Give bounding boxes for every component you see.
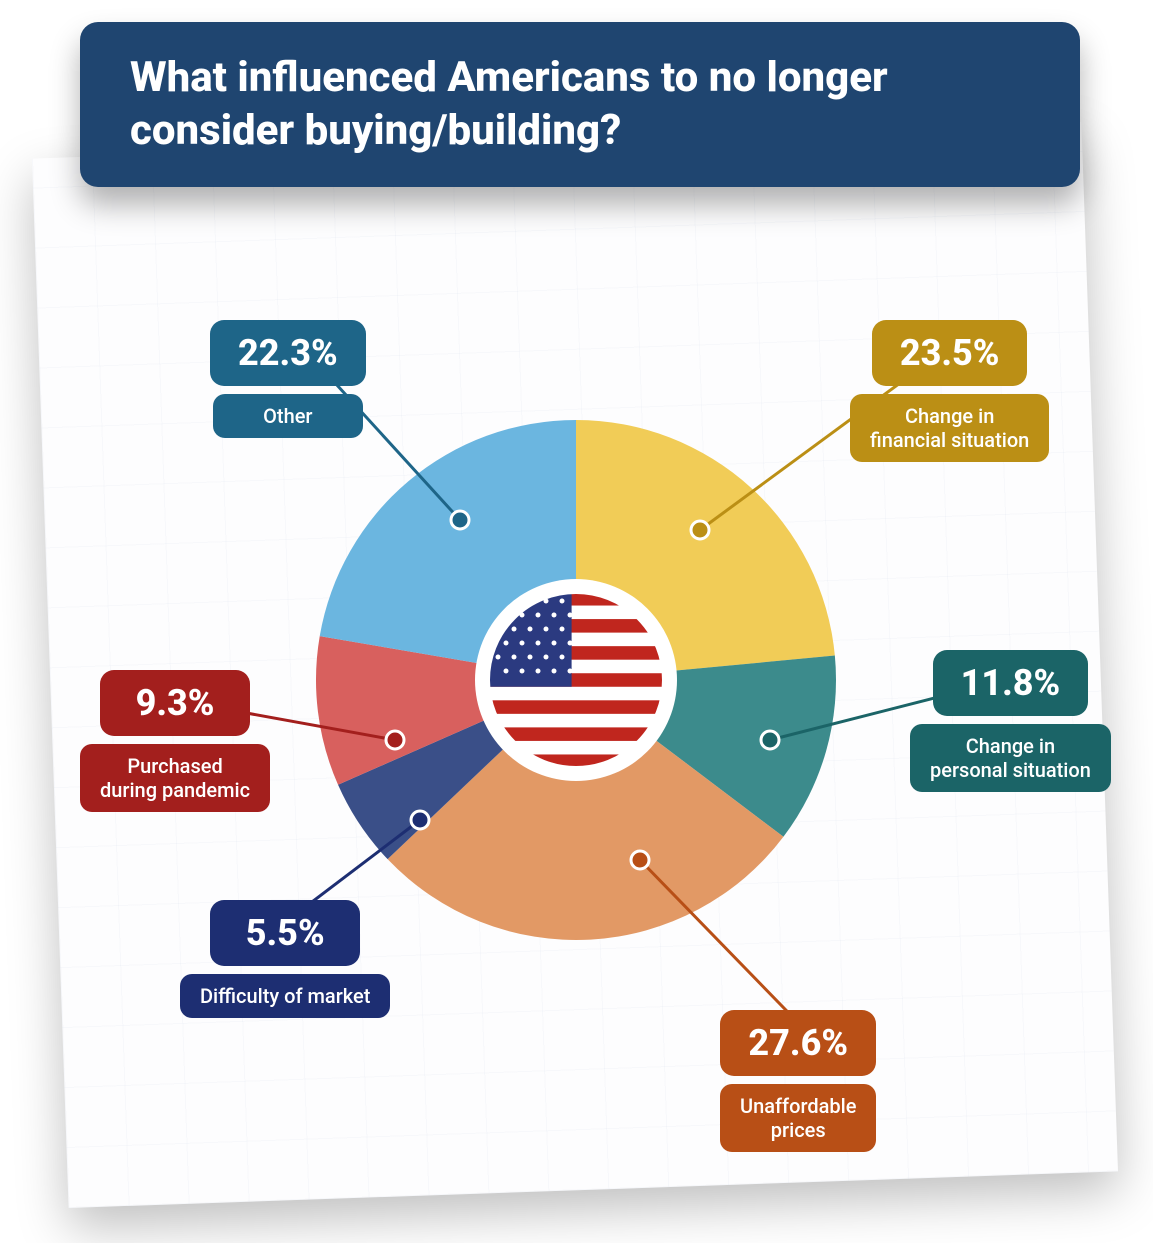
label-market: 5.5% Difficulty of market: [180, 900, 390, 1018]
label-personal: 11.8% Change inpersonal situation: [910, 650, 1111, 792]
title-banner: What influenced Americans to no longer c…: [80, 22, 1080, 187]
leader-dot: [761, 731, 779, 749]
leader-dot: [386, 731, 404, 749]
leader-dot: [631, 851, 649, 869]
label-financial: 23.5% Change infinancial situation: [850, 320, 1049, 462]
pct-badge: 9.3%: [100, 670, 250, 736]
desc-badge: Change inpersonal situation: [910, 724, 1111, 792]
desc-badge: Difficulty of market: [180, 974, 390, 1018]
pct-badge: 5.5%: [210, 900, 360, 966]
leader-dot: [691, 521, 709, 539]
pct-badge: 22.3%: [210, 320, 366, 386]
desc-badge: Change infinancial situation: [850, 394, 1049, 462]
desc-badge: Purchasedduring pandemic: [80, 744, 270, 812]
title-text: What influenced Americans to no longer c…: [130, 53, 888, 155]
desc-badge: Unaffordableprices: [720, 1084, 876, 1152]
label-prices: 27.6% Unaffordableprices: [720, 1010, 876, 1152]
desc-badge: Other: [213, 394, 363, 438]
pct-badge: 27.6%: [720, 1010, 876, 1076]
pct-badge: 11.8%: [933, 650, 1089, 716]
leader-dot: [451, 511, 469, 529]
leader-dot: [411, 811, 429, 829]
label-other: 22.3% Other: [210, 320, 366, 438]
pct-badge: 23.5%: [872, 320, 1028, 386]
label-purchased: 9.3% Purchasedduring pandemic: [80, 670, 270, 812]
